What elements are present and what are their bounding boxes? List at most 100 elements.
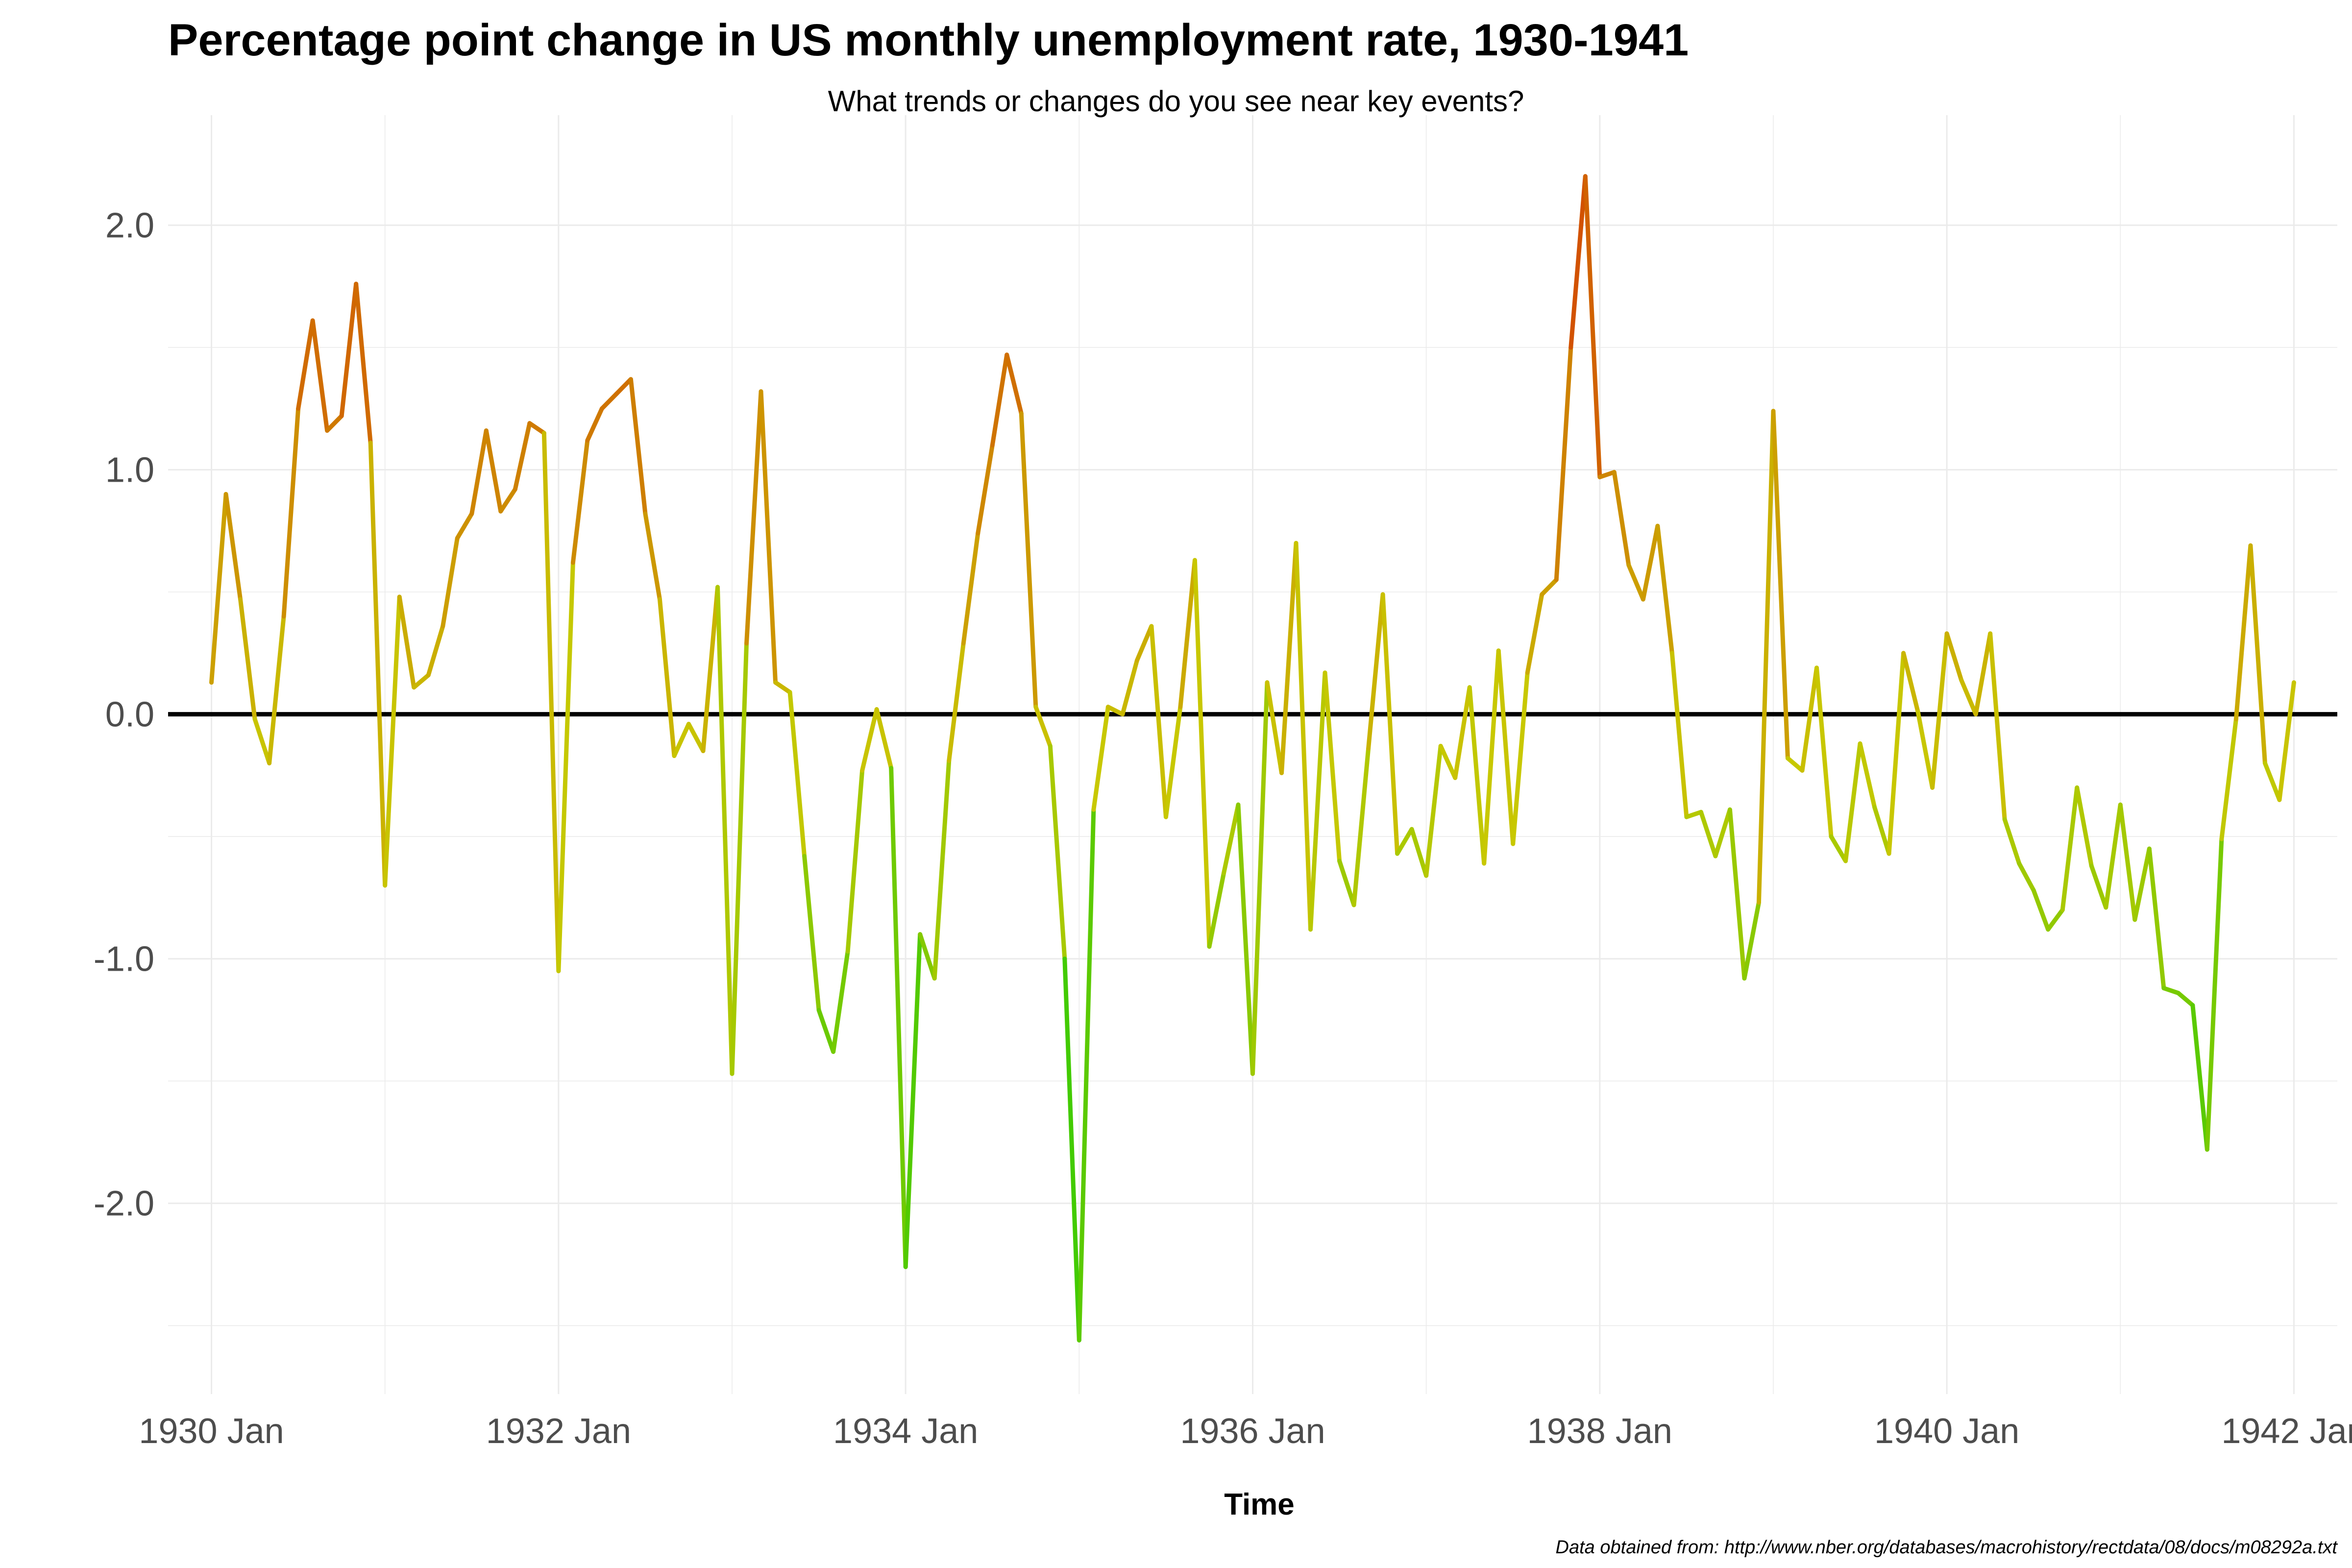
- series-segment: [1872, 805, 1891, 856]
- series-line: [209, 174, 2296, 1343]
- series-segment: [1583, 174, 1602, 480]
- source-caption: Data obtained from: http://www.nber.org/…: [1555, 1537, 2337, 1558]
- series-segment: [1785, 756, 1805, 773]
- series-segment: [1062, 956, 1081, 1343]
- series-segment: [816, 1008, 836, 1054]
- series-segment: [441, 536, 460, 629]
- series-segment: [1698, 809, 1718, 858]
- series-segment: [845, 768, 865, 954]
- series-segment: [2190, 1003, 2209, 1152]
- series-segment: [1004, 352, 1024, 416]
- series-segment: [614, 377, 633, 396]
- series-segment: [918, 932, 937, 981]
- series-segment: [1684, 809, 1703, 819]
- series-segment: [2002, 817, 2022, 866]
- series-segment: [2060, 785, 2080, 912]
- series-segment: [1453, 685, 1472, 780]
- x-tick-label: 1938 Jan: [1527, 1412, 1672, 1451]
- series-segment: [889, 765, 908, 1269]
- series-segment: [686, 722, 706, 754]
- series-segment: [990, 352, 1009, 448]
- series-segment: [1163, 705, 1183, 819]
- series-segment: [267, 614, 286, 765]
- series-segment: [354, 281, 373, 445]
- series-segment: [657, 597, 677, 758]
- series-segment: [281, 406, 301, 619]
- series-segment: [672, 722, 691, 758]
- series-segment: [1858, 741, 1877, 809]
- series-segment: [1612, 470, 1631, 567]
- series-segment: [2161, 986, 2180, 996]
- series-segment: [469, 428, 489, 516]
- series-segment: [1279, 540, 1298, 775]
- series-segment: [1814, 665, 1834, 839]
- series-segment: [1308, 670, 1327, 932]
- series-segment: [426, 624, 445, 678]
- series-segment: [1554, 345, 1573, 582]
- series-segment: [1886, 651, 1906, 856]
- series-segment: [1077, 807, 1096, 1343]
- series-segment: [1351, 746, 1371, 907]
- series-segment: [701, 585, 720, 754]
- x-tick-label: 1930 Jan: [139, 1412, 284, 1451]
- y-tick-label: 2.0: [105, 206, 154, 245]
- series-segment: [1380, 592, 1400, 856]
- series-segment: [1525, 592, 1544, 675]
- series-segment: [223, 492, 243, 602]
- y-tick-label: -2.0: [94, 1184, 154, 1224]
- series-segment: [1756, 409, 1776, 905]
- series-segment: [498, 487, 517, 514]
- series-segment: [296, 318, 315, 411]
- series-segment: [1511, 670, 1530, 846]
- series-segment: [1973, 631, 1993, 717]
- series-segment: [310, 318, 330, 433]
- series-segment: [541, 431, 561, 974]
- series-segment: [1033, 705, 1053, 749]
- series-segment: [484, 428, 503, 514]
- y-tick-label: 0.0: [105, 695, 154, 735]
- series-segment: [643, 511, 662, 602]
- series-segment: [976, 443, 995, 536]
- series-segment: [2147, 846, 2166, 991]
- series-segment: [252, 717, 272, 765]
- series-segment: [1019, 411, 1038, 710]
- series-segment: [932, 758, 952, 981]
- chart-title: Percentage point change in US monthly un…: [168, 15, 1689, 65]
- series-segment: [1409, 827, 1429, 878]
- series-segment: [2176, 991, 2195, 1008]
- series-segment: [1959, 678, 1978, 717]
- series-segment: [1149, 624, 1168, 819]
- series-segment: [527, 421, 546, 436]
- series-segment: [2046, 907, 2065, 932]
- series-segment: [802, 854, 821, 1013]
- series-segment: [1843, 741, 1862, 863]
- series-segment: [2277, 680, 2296, 802]
- series-segment: [1395, 827, 1414, 856]
- series-segment: [1091, 705, 1110, 812]
- series-segment: [1207, 871, 1226, 949]
- series-segment: [1669, 651, 1689, 819]
- series-segment: [1901, 651, 1920, 714]
- series-segment: [2104, 802, 2123, 910]
- series-segment: [744, 389, 763, 646]
- series-segment: [1915, 710, 1935, 790]
- series-segment: [961, 531, 980, 646]
- series-segment: [1655, 523, 1674, 656]
- series-segment: [1540, 577, 1559, 597]
- series-segment: [556, 560, 575, 974]
- series-segment: [599, 392, 619, 411]
- series-segment: [831, 949, 850, 1054]
- series-segment: [1568, 174, 1588, 350]
- series-segment: [1192, 558, 1212, 949]
- series-segment: [1742, 900, 1761, 981]
- series-segment: [2248, 543, 2267, 765]
- series-segment: [1930, 631, 1949, 790]
- series-segment: [730, 641, 749, 1076]
- series-segment: [1250, 680, 1270, 1076]
- series-segment: [1134, 624, 1154, 663]
- series-segment: [412, 673, 431, 690]
- series-segment: [585, 406, 604, 443]
- x-tick-label: 1940 Jan: [1874, 1412, 2019, 1451]
- series-segment: [947, 641, 966, 763]
